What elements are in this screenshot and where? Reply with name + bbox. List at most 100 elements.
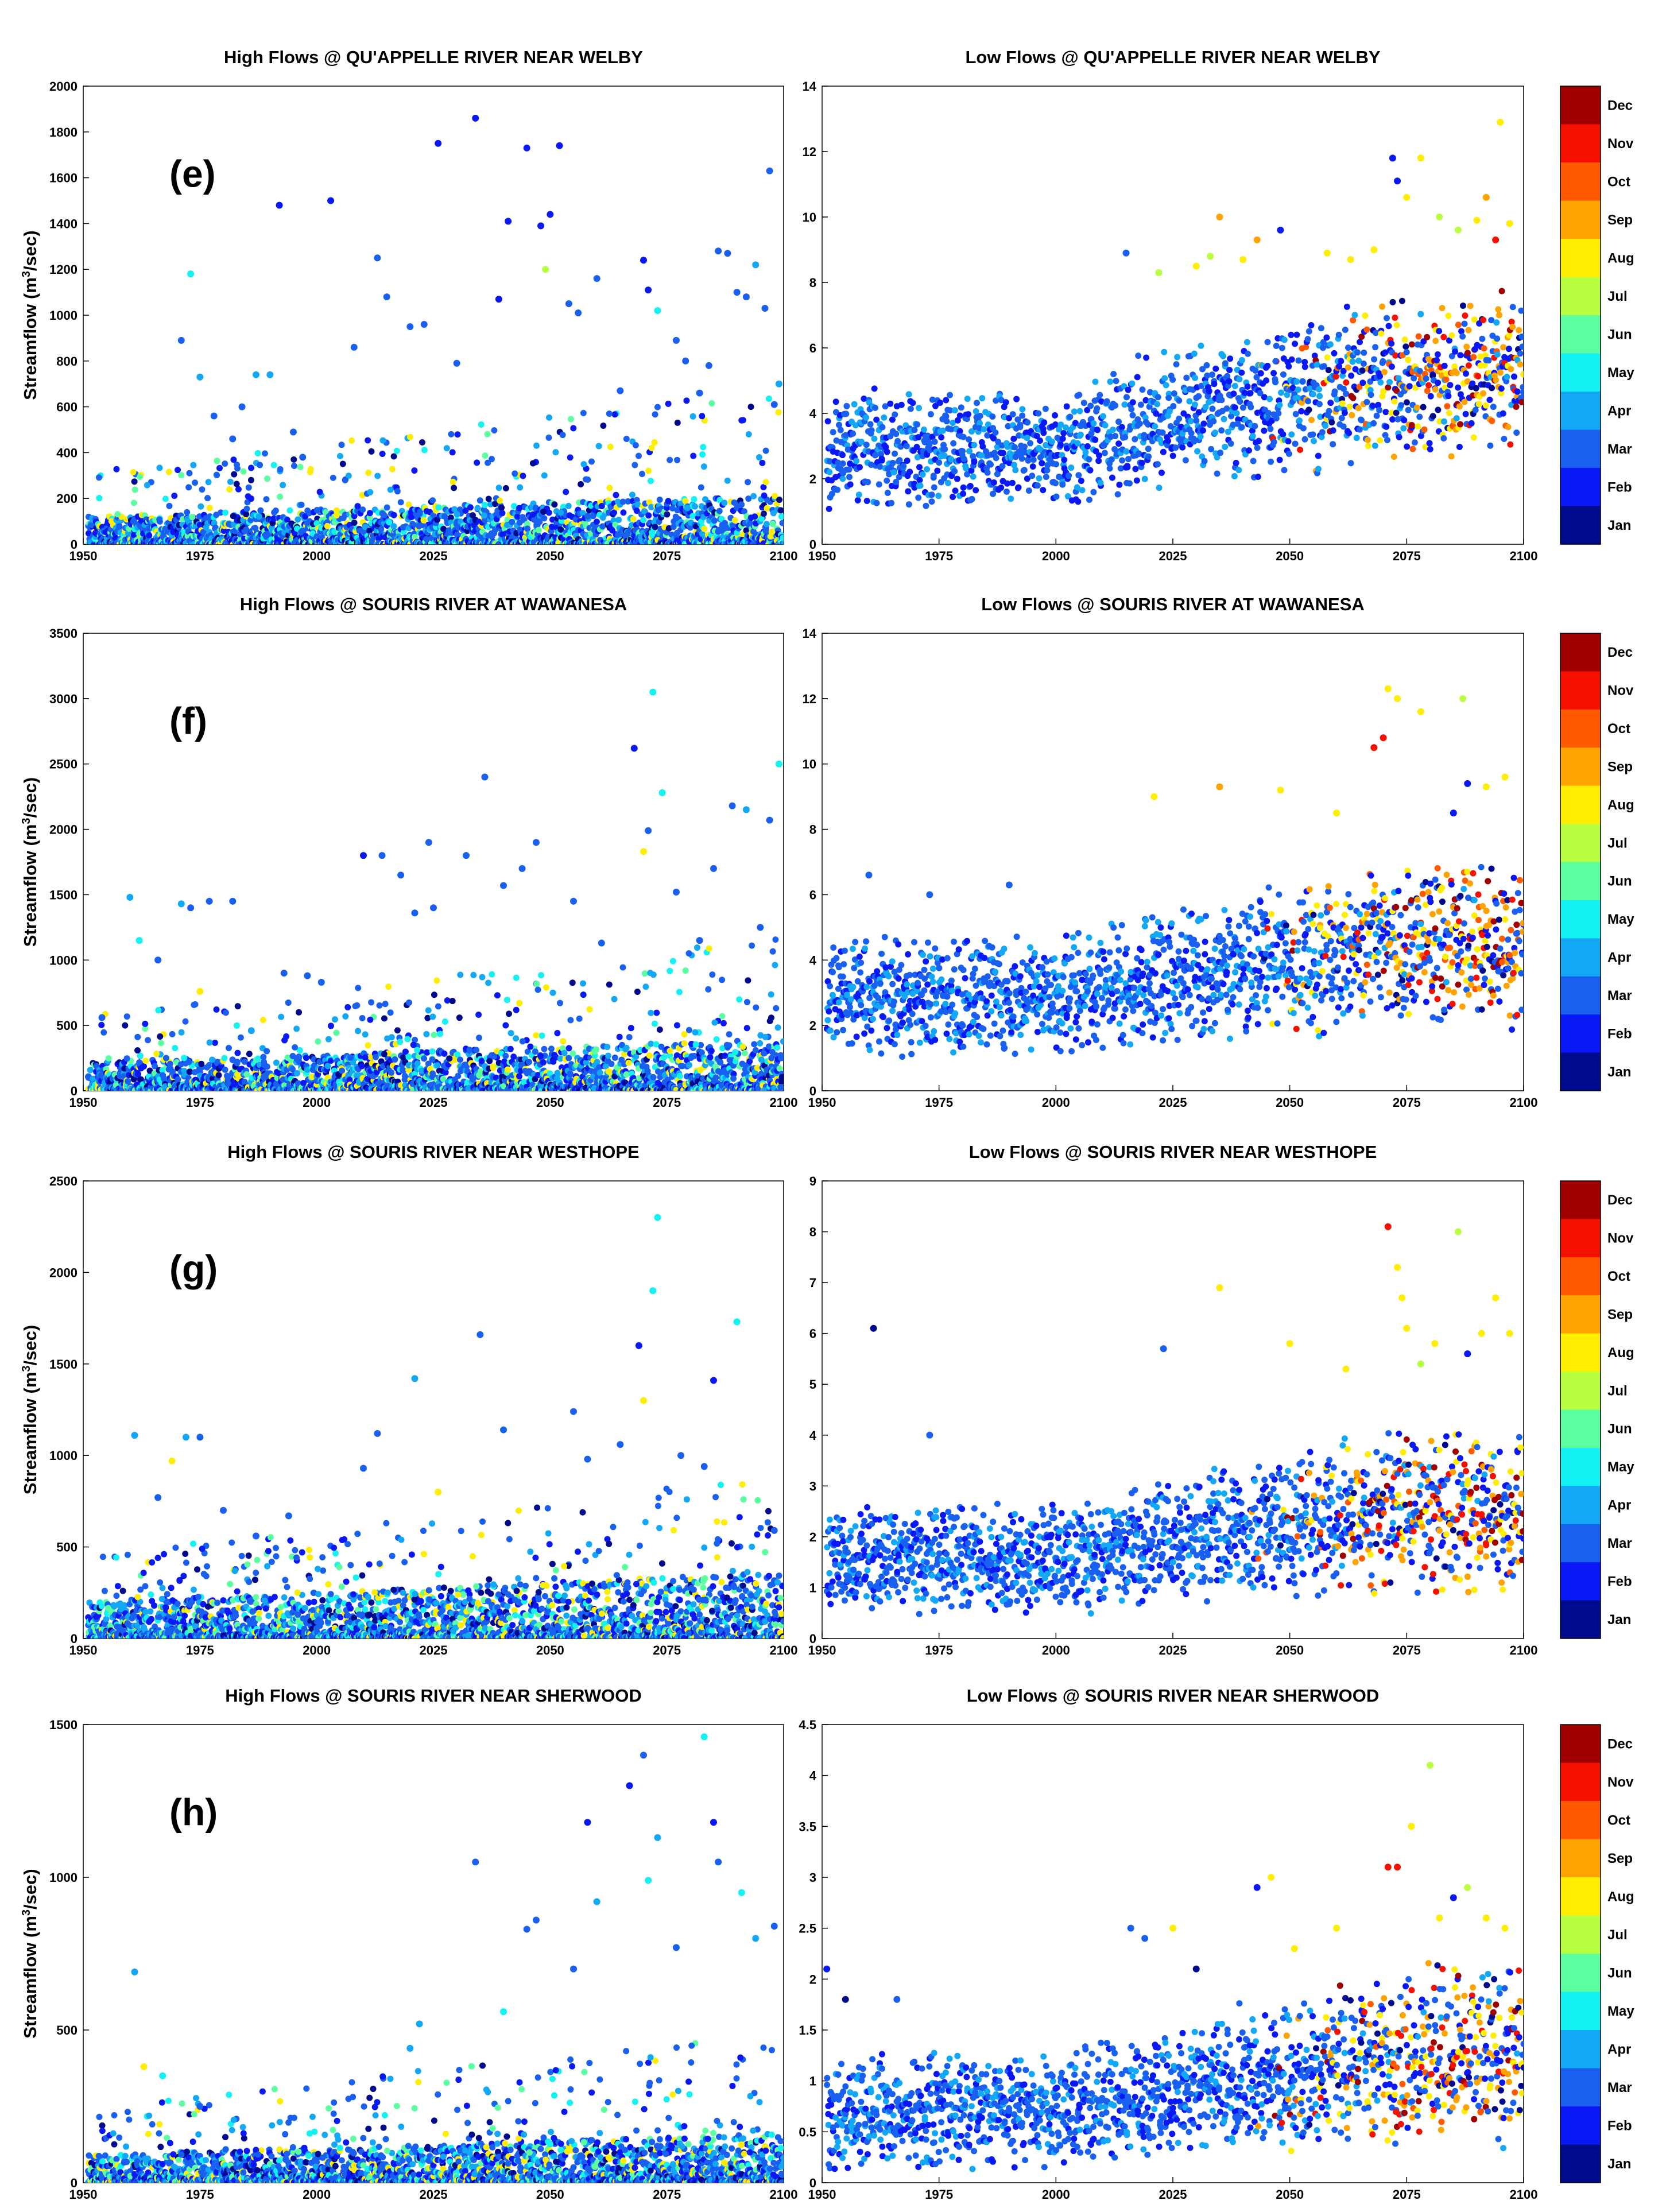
outlier-point: [266, 371, 273, 378]
data-point: [1423, 375, 1429, 382]
data-point: [900, 463, 906, 469]
data-point: [656, 507, 662, 513]
data-point: [1138, 401, 1144, 408]
data-point: [1351, 312, 1358, 318]
data-point: [1186, 398, 1192, 405]
data-point: [1245, 383, 1251, 390]
outlier-point: [537, 222, 544, 229]
data-point: [1095, 458, 1102, 464]
data-point: [381, 512, 388, 518]
data-point: [1079, 487, 1086, 493]
data-point: [243, 511, 249, 517]
outlier-point: [253, 371, 259, 378]
data-point: [1424, 388, 1431, 394]
data-point: [1402, 336, 1408, 343]
data-point: [1382, 409, 1389, 415]
data-point: [565, 503, 572, 509]
data-point: [1129, 412, 1136, 419]
data-point: [221, 1055, 227, 1062]
data-point: [198, 1061, 204, 1067]
data-point: [1398, 402, 1404, 408]
data-point: [615, 517, 622, 523]
data-point: [450, 479, 456, 485]
data-point: [648, 478, 654, 484]
data-point: [879, 458, 885, 464]
data-point: [1261, 428, 1267, 434]
data-point: [973, 487, 979, 493]
data-point: [639, 471, 645, 477]
data-point: [1010, 411, 1016, 417]
data-point: [1365, 443, 1371, 449]
colorbar-swatch: [1560, 201, 1601, 239]
data-point: [1338, 358, 1344, 364]
data-point: [1165, 437, 1171, 444]
data-point: [1218, 397, 1225, 403]
data-point: [971, 442, 977, 448]
data-point: [1004, 489, 1010, 495]
data-point: [1391, 454, 1397, 460]
data-point: [1212, 366, 1219, 372]
outlier-point: [542, 266, 549, 273]
data-point: [1276, 402, 1283, 408]
data-point: [640, 517, 646, 523]
data-point: [156, 517, 162, 523]
data-point: [865, 479, 871, 485]
data-point: [384, 505, 390, 511]
data-point: [245, 493, 251, 499]
data-point: [1401, 417, 1407, 423]
data-point: [652, 439, 658, 446]
data-point: [131, 478, 138, 485]
data-point: [1263, 377, 1269, 383]
data-point: [708, 400, 715, 406]
data-point: [698, 485, 704, 491]
data-point: [951, 468, 958, 474]
data-point: [1267, 426, 1273, 432]
data-point: [1264, 363, 1270, 369]
data-point: [1377, 379, 1384, 386]
outlier-point: [1370, 246, 1377, 253]
data-point: [1217, 450, 1223, 456]
data-point: [1250, 458, 1257, 464]
data-point: [1126, 481, 1133, 487]
data-point: [1209, 371, 1215, 378]
data-point: [1350, 359, 1356, 365]
data-point: [1039, 460, 1045, 466]
data-point: [478, 421, 485, 428]
data-point: [503, 485, 509, 491]
data-point: [1440, 435, 1447, 441]
data-point: [1012, 467, 1018, 473]
data-point: [394, 448, 400, 454]
data-point: [856, 491, 862, 498]
data-point: [1399, 298, 1405, 304]
data-point: [985, 470, 991, 476]
outlier-point: [1193, 263, 1200, 270]
y-tick-label: 12: [803, 145, 816, 159]
data-point: [1336, 332, 1342, 338]
data-point: [1129, 381, 1135, 387]
data-point: [1362, 312, 1368, 319]
data-point: [257, 462, 263, 468]
data-point: [185, 484, 192, 490]
data-point: [966, 436, 972, 443]
data-point: [1246, 447, 1252, 454]
y-tick-label: 3500: [49, 626, 78, 641]
data-point: [1363, 327, 1370, 333]
data-point: [826, 469, 832, 475]
outlier-point: [374, 254, 381, 261]
data-point: [190, 462, 196, 468]
x-tick-label: 2050: [536, 549, 564, 563]
x-tick-label: 1975: [186, 549, 214, 563]
data-point: [1142, 476, 1148, 482]
outlier-point: [239, 404, 246, 410]
colorbar-swatch: [1560, 86, 1601, 125]
data-point: [1476, 401, 1482, 407]
data-point: [1300, 425, 1307, 432]
data-point: [497, 498, 503, 504]
colorbar-swatch: [1560, 162, 1601, 201]
data-point: [1222, 360, 1229, 366]
data-point: [1110, 371, 1117, 377]
y-tick-label: 1000: [49, 308, 78, 323]
data-point: [964, 396, 971, 402]
data-point: [584, 513, 591, 520]
data-point: [935, 493, 942, 499]
